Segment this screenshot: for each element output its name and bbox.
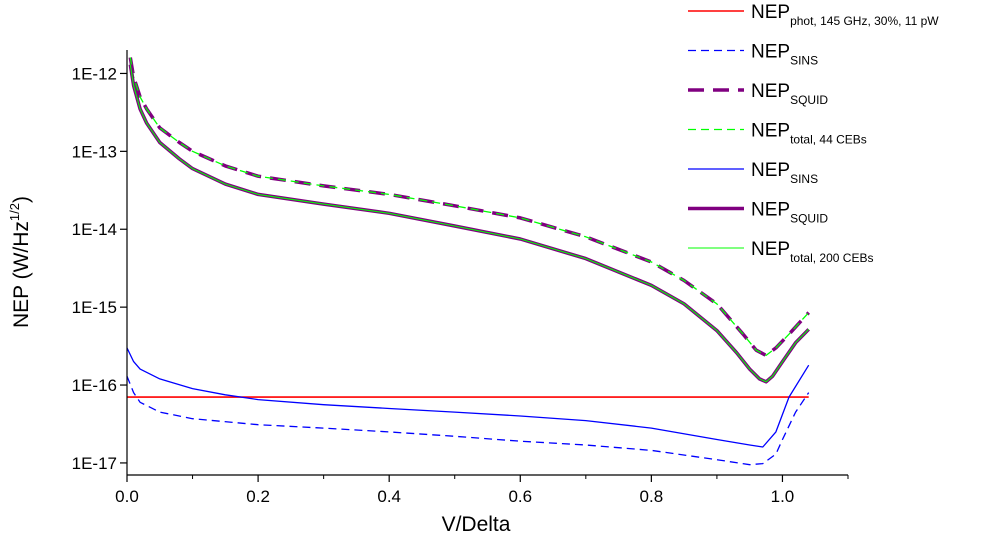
legend-label-5: NEPSQUID	[751, 200, 828, 226]
plot-lines	[126, 57, 810, 466]
y-tick-label-0: 1E-17	[72, 454, 117, 473]
series-line-5	[128, 64, 810, 384]
axes	[126, 50, 848, 476]
series-line-3	[129, 57, 810, 357]
series-line-6	[129, 64, 810, 383]
y-axis-title: NEP (W/Hz1/2)	[7, 196, 33, 328]
y-axis-title-exponent: 1/2	[7, 203, 22, 221]
x-tick-label-1: 0.2	[246, 487, 270, 506]
y-axis-title-close: )	[10, 196, 33, 203]
y-tick-label-1: 1E-16	[72, 376, 117, 395]
y-tick-label-4: 1E-13	[72, 142, 117, 161]
series-line-4	[126, 347, 810, 448]
y-tick-label-2: 1E-15	[72, 298, 117, 317]
legend: NEPphot, 145 GHz, 30%, 11 pW NEPSINS NEPSQ…	[688, 2, 939, 265]
legend-label-4: NEPSINS	[751, 160, 818, 186]
legend-label-2: NEPSQUID	[751, 81, 828, 107]
legend-label-6: NEPtotal, 200 CEBs	[751, 239, 873, 265]
legend-label-0: NEPphot, 145 GHz, 30%, 11 pW	[751, 2, 939, 28]
ticks: 0.0 0.2 0.4 0.6 0.8 1.0 1E-17 1E-16 1E-15 1E-14 1E…	[72, 64, 849, 506]
x-tick-label-0: 0.0	[115, 487, 139, 506]
x-axis-title: V/Delta	[442, 513, 511, 536]
x-tick-label-5: 1.0	[771, 487, 795, 506]
series-line-2	[128, 57, 810, 358]
y-tick-label-5: 1E-12	[72, 64, 117, 83]
y-axis-title-main: NEP (W/Hz	[10, 221, 33, 328]
legend-label-1: NEPSINS	[751, 42, 818, 68]
x-tick-label-2: 0.4	[377, 487, 401, 506]
x-tick-label-3: 0.6	[508, 487, 532, 506]
legend-label-3: NEPtotal, 44 CEBs	[751, 121, 867, 147]
x-tick-label-4: 0.8	[640, 487, 664, 506]
y-tick-label-3: 1E-14	[72, 220, 117, 239]
series-line-1	[126, 375, 810, 466]
